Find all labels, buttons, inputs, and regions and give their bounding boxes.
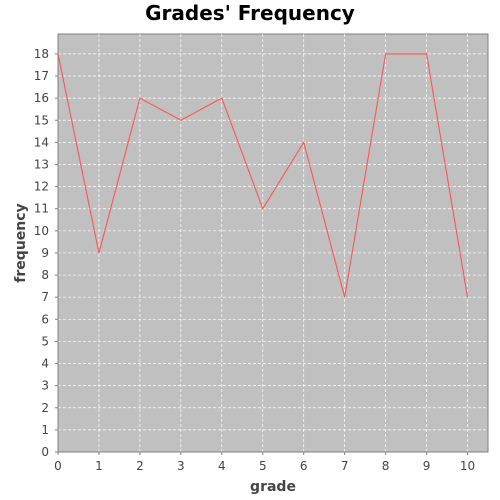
y-axis-title: frequency (13, 203, 29, 282)
y-tick-label: 3 (41, 379, 49, 393)
y-tick-label: 16 (34, 91, 49, 105)
y-tick-label: 9 (41, 246, 49, 260)
x-tick-label: 8 (382, 459, 390, 473)
x-tick-label: 2 (136, 459, 144, 473)
y-tick-label: 8 (41, 268, 49, 282)
y-tick-label: 15 (34, 113, 49, 127)
y-tick-label: 12 (34, 180, 49, 194)
y-tick-label: 5 (41, 334, 49, 348)
x-tick-label: 9 (423, 459, 431, 473)
y-tick-label: 13 (34, 157, 49, 171)
y-tick-label: 0 (41, 445, 49, 459)
x-tick-label: 3 (177, 459, 185, 473)
y-tick-label: 11 (34, 202, 49, 216)
y-tick-label: 10 (34, 224, 49, 238)
x-tick-label: 7 (341, 459, 349, 473)
y-tick-label: 2 (41, 401, 49, 415)
y-tick-label: 18 (34, 47, 49, 61)
x-tick-label: 6 (300, 459, 308, 473)
x-tick-label: 10 (460, 459, 475, 473)
y-tick-label: 1 (41, 423, 49, 437)
y-tick-label: 17 (34, 69, 49, 83)
plot-area (58, 34, 488, 452)
y-tick-label: 7 (41, 290, 49, 304)
x-tick-label: 4 (218, 459, 226, 473)
y-tick-label: 6 (41, 312, 49, 326)
x-tick-label: 5 (259, 459, 267, 473)
x-axis-title: grade (250, 479, 296, 495)
chart-title: Grades' Frequency (145, 1, 355, 25)
y-tick-label: 14 (34, 135, 49, 149)
y-tick-label: 4 (41, 357, 49, 371)
x-tick-label: 1 (95, 459, 103, 473)
x-tick-label: 0 (54, 459, 62, 473)
